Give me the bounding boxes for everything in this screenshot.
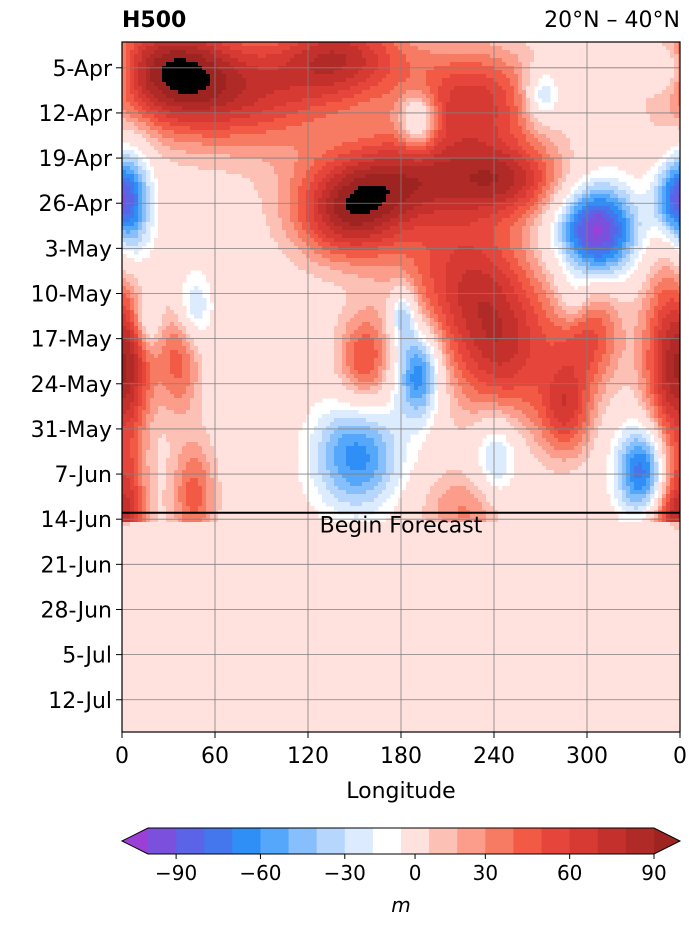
colorbar-bin [401,828,430,854]
colorbar-bin [570,828,599,854]
y-tick-label: 17-May [31,328,112,353]
y-tick-label: 12-Apr [38,102,112,127]
colorbar-bin [429,828,458,854]
colorbar-bin [485,828,514,854]
anomaly-field [122,42,683,735]
x-axis-label: Longitude [346,779,455,804]
y-tick-label: 14-Jun [40,508,112,533]
colorbar-bin [148,828,177,854]
x-tick-label: 0 [673,744,687,769]
colorbar-bin [289,828,318,854]
x-tick-label: 240 [473,744,515,769]
colorbar-tick-label: −60 [239,861,281,885]
colorbar-bin [204,828,233,854]
y-tick-label: 12-Jul [48,689,112,714]
y-tick-label: 26-Apr [38,192,112,217]
colorbar-tick-label: 30 [473,861,498,885]
y-tick-label: 5-Apr [52,57,112,82]
colorbar-bin [626,828,655,854]
colorbar-bin [260,828,289,854]
y-tick-label: 19-Apr [38,147,112,172]
y-tick-label: 24-May [31,373,112,398]
y-tick-label: 10-May [31,282,112,307]
colorbar-bin [345,828,374,854]
colorbar-bin [232,828,261,854]
colorbar-bin [176,828,205,854]
y-tick-label: 28-Jun [40,598,112,623]
forecast-label: Begin Forecast [320,514,483,539]
y-tick-label: 3-May [45,237,112,262]
x-tick-label: 0 [115,744,129,769]
colorbar-extend-high [654,828,680,854]
colorbar-tick-label: 90 [641,861,666,885]
colorbar-tick-label: −30 [324,861,366,885]
x-tick-label: 300 [566,744,608,769]
colorbar-bin [457,828,486,854]
x-tick-label: 180 [380,744,422,769]
x-tick-label: 120 [287,744,329,769]
colorbar-extend-low [122,828,148,854]
colorbar-tick-label: 60 [557,861,582,885]
y-axis: 5-Apr 12-Apr 19-Apr 26-Apr 3-May 10-May 17-May… [31,57,122,714]
colorbar-bin [317,828,346,854]
y-tick-label: 5-Jul [62,644,112,669]
colorbar: −90 −60 −30 0 30 60 90 [122,828,680,885]
y-tick-label: 7-Jun [54,463,112,488]
y-tick-label: 21-Jun [40,553,112,578]
colorbar-bin [513,828,542,854]
colorbar-tick-label: 0 [409,861,422,885]
colorbar-bin [542,828,571,854]
colorbar-bin [598,828,627,854]
y-tick-label: 31-May [31,418,112,443]
colorbar-tick-label: −90 [155,861,197,885]
colorbar-bin [373,828,402,854]
x-axis: 0 60 120 180 240 300 0 [115,732,687,769]
x-tick-label: 60 [201,744,229,769]
colorbar-label: m [391,893,410,917]
